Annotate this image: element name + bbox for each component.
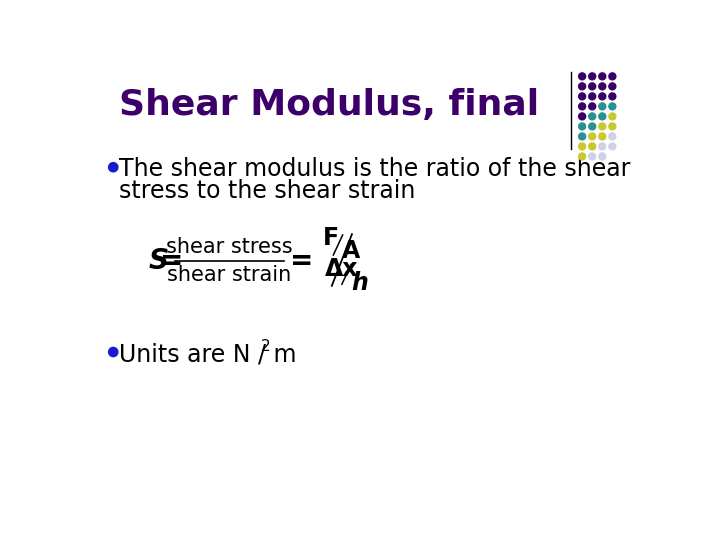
Circle shape (589, 83, 595, 90)
Circle shape (579, 143, 585, 150)
Text: shear strain: shear strain (167, 265, 292, 285)
Text: F: F (323, 226, 338, 250)
Circle shape (599, 83, 606, 90)
Circle shape (579, 133, 585, 140)
Text: h: h (351, 271, 368, 295)
Circle shape (609, 103, 616, 110)
Circle shape (599, 93, 606, 100)
Circle shape (599, 153, 606, 160)
Circle shape (589, 153, 595, 160)
Circle shape (599, 143, 606, 150)
Circle shape (599, 123, 606, 130)
Circle shape (589, 133, 595, 140)
Circle shape (609, 73, 616, 80)
Text: =: = (160, 247, 183, 275)
Circle shape (609, 133, 616, 140)
Circle shape (579, 93, 585, 100)
Circle shape (609, 123, 616, 130)
Circle shape (579, 153, 585, 160)
Circle shape (589, 123, 595, 130)
Text: S: S (148, 247, 168, 275)
Circle shape (589, 103, 595, 110)
Circle shape (609, 93, 616, 100)
Circle shape (599, 133, 606, 140)
Circle shape (109, 163, 118, 172)
Circle shape (589, 73, 595, 80)
Circle shape (609, 83, 616, 90)
Text: Units are N / m: Units are N / m (120, 342, 297, 366)
Circle shape (589, 113, 595, 120)
Circle shape (599, 113, 606, 120)
Circle shape (589, 93, 595, 100)
Text: The shear modulus is the ratio of the shear: The shear modulus is the ratio of the sh… (120, 157, 631, 181)
Text: Shear Modulus, final: Shear Modulus, final (120, 88, 539, 122)
Circle shape (609, 143, 616, 150)
Circle shape (589, 143, 595, 150)
Circle shape (579, 103, 585, 110)
Text: stress to the shear strain: stress to the shear strain (120, 179, 416, 202)
Text: shear stress: shear stress (166, 237, 293, 257)
Circle shape (599, 103, 606, 110)
Circle shape (579, 83, 585, 90)
Text: Δx: Δx (325, 257, 359, 281)
Circle shape (109, 347, 118, 356)
Circle shape (579, 113, 585, 120)
Circle shape (599, 73, 606, 80)
Circle shape (609, 113, 616, 120)
Circle shape (579, 73, 585, 80)
Text: =: = (290, 247, 313, 275)
Circle shape (579, 123, 585, 130)
Text: A: A (342, 239, 360, 263)
Text: 2: 2 (261, 339, 270, 354)
